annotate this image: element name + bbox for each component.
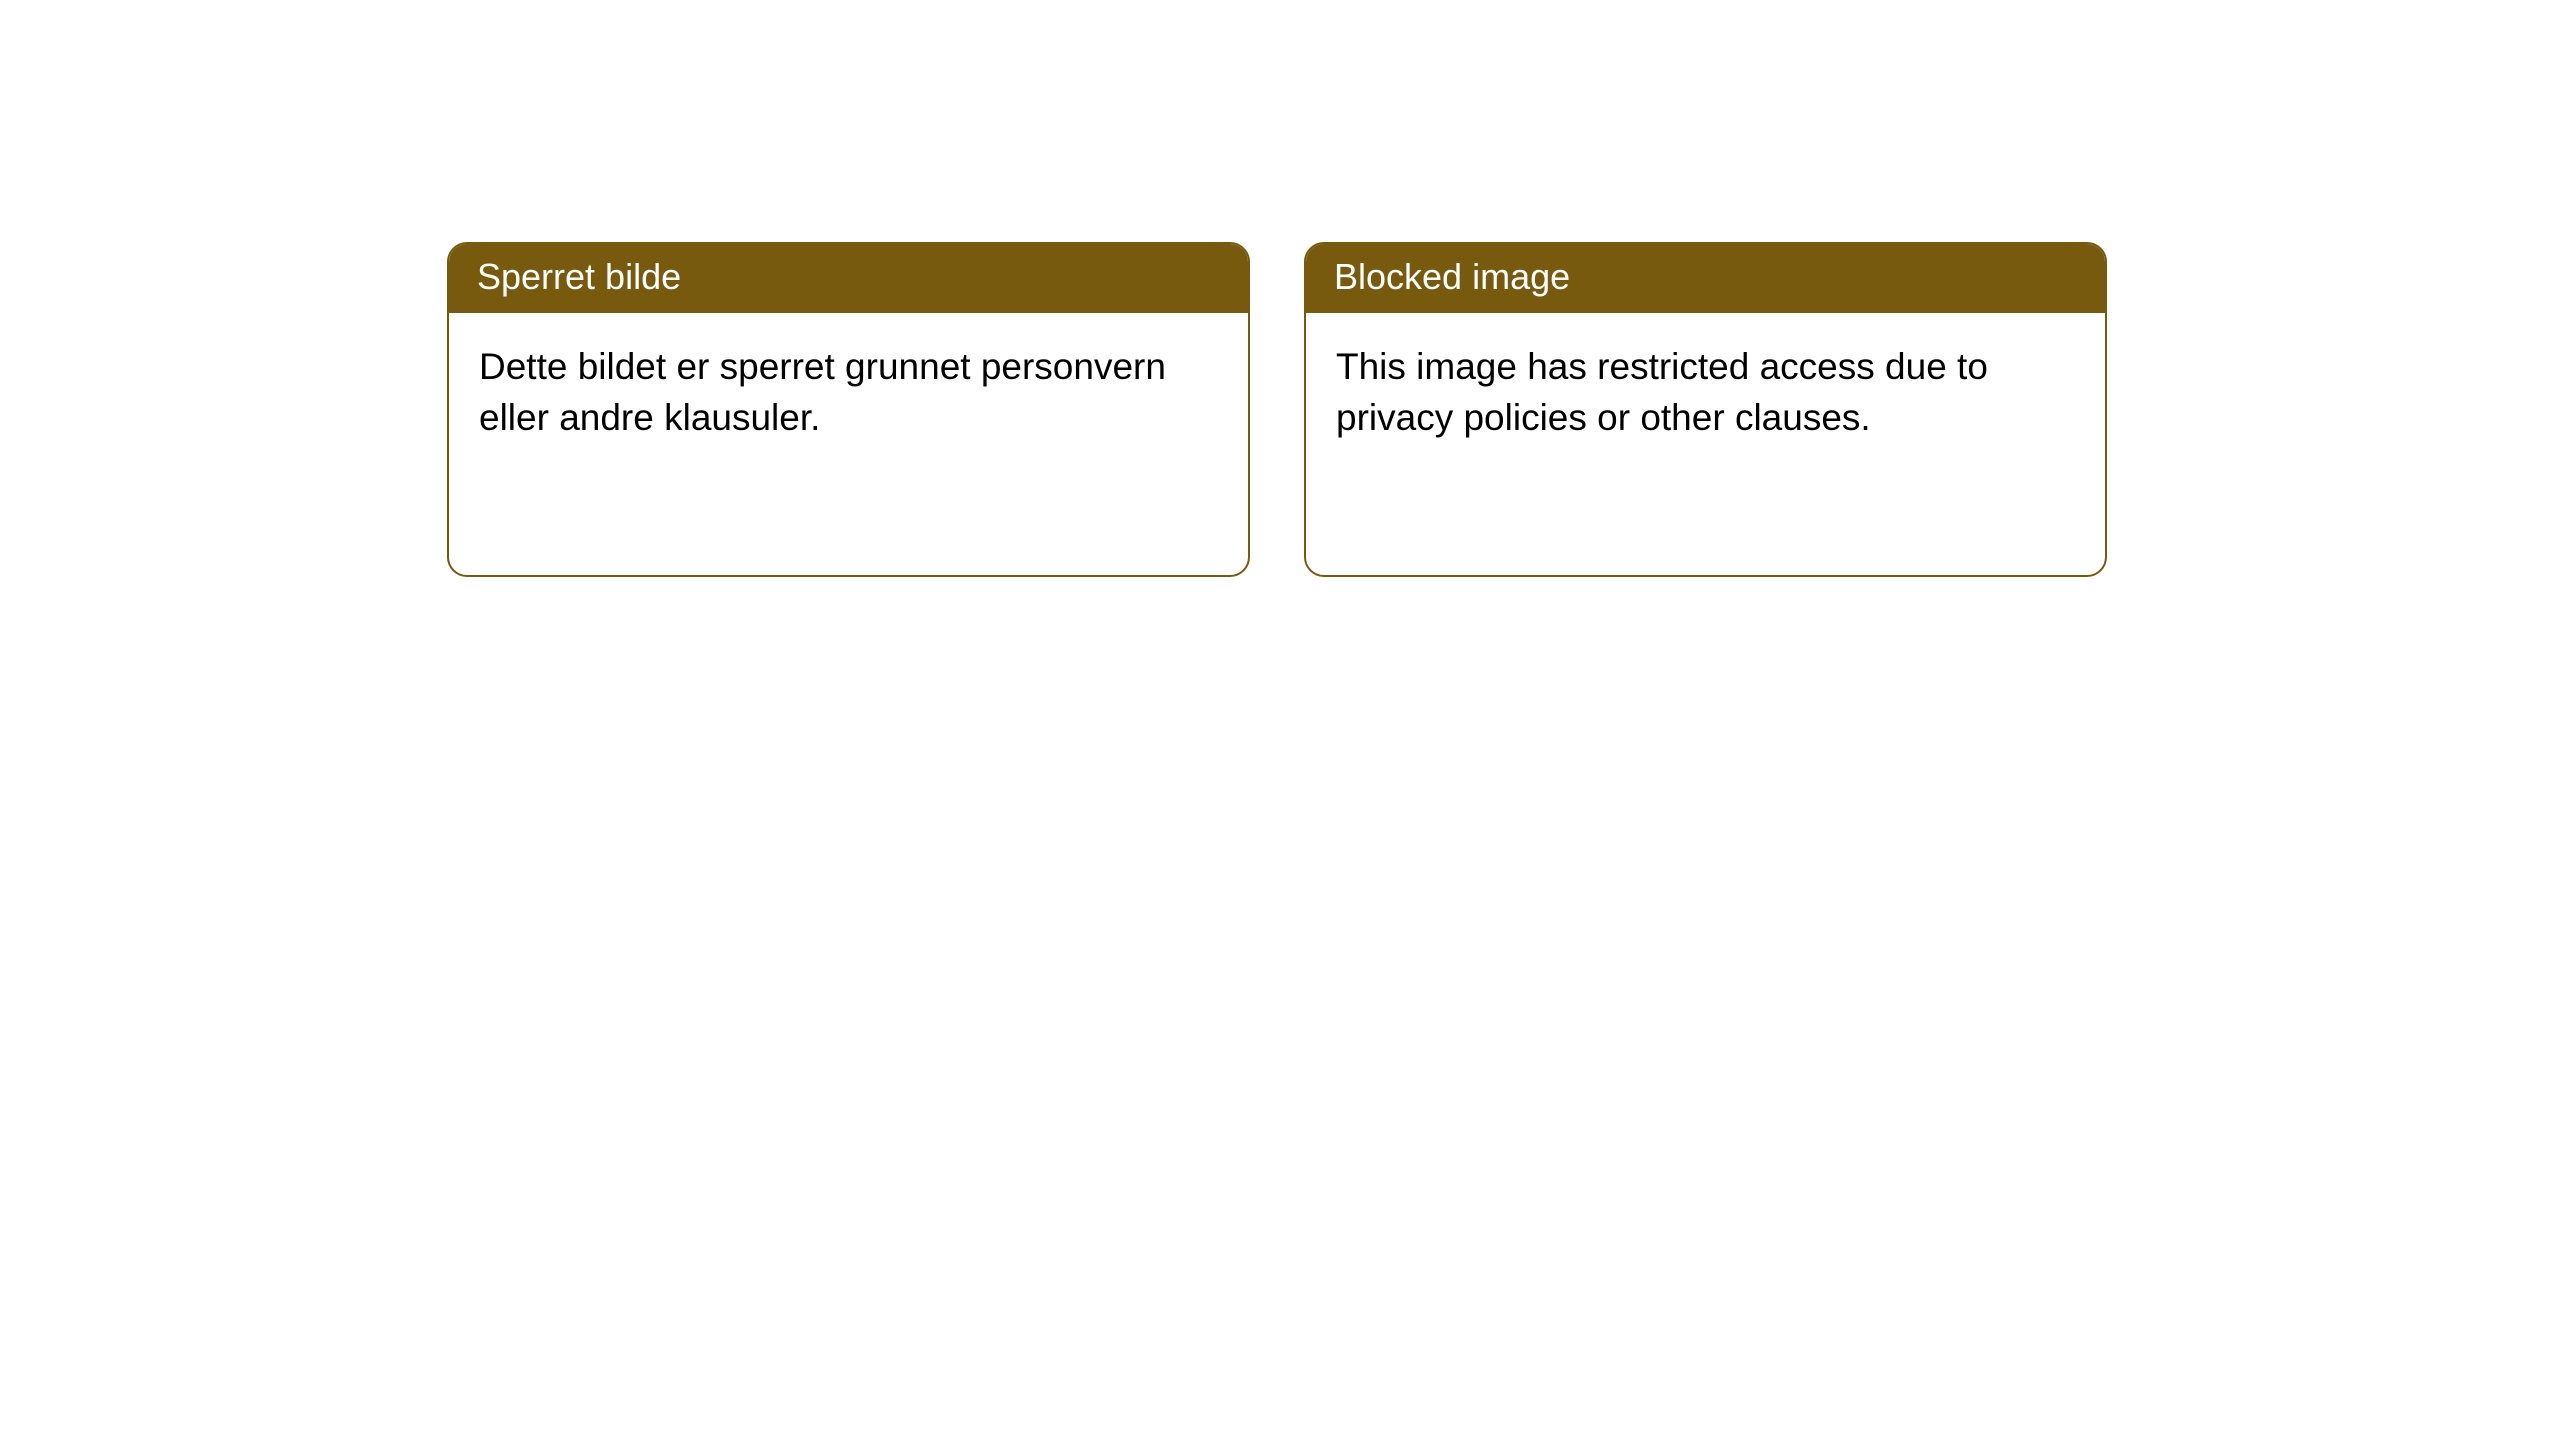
notice-body: Dette bildet er sperret grunnet personve…	[449, 313, 1248, 471]
notice-card-english: Blocked image This image has restricted …	[1304, 242, 2107, 577]
notice-body: This image has restricted access due to …	[1306, 313, 2105, 471]
notice-card-norwegian: Sperret bilde Dette bildet er sperret gr…	[447, 242, 1250, 577]
notice-header: Sperret bilde	[449, 244, 1248, 313]
notice-header: Blocked image	[1306, 244, 2105, 313]
notice-container: Sperret bilde Dette bildet er sperret gr…	[0, 0, 2560, 577]
